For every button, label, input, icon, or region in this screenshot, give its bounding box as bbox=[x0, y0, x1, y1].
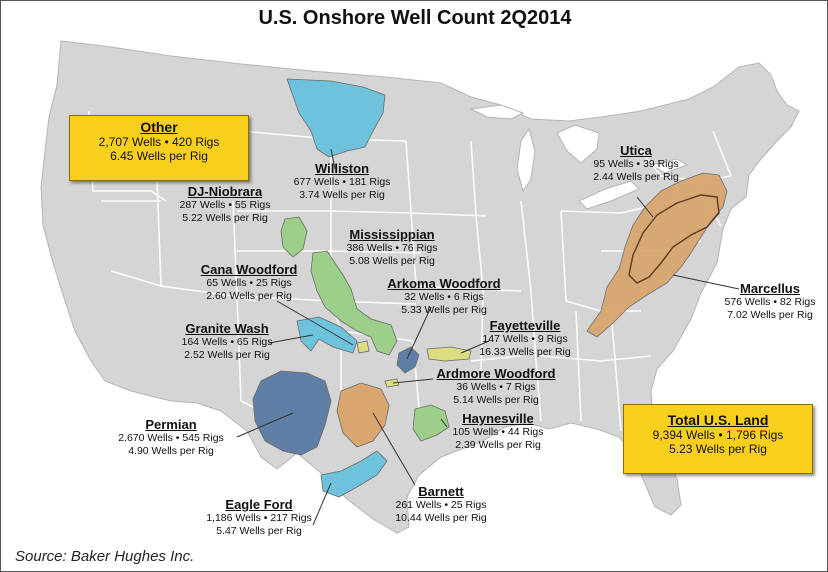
label-dj-niobrara: DJ-Niobrara 287 Wells • 55 Rigs 5.22 Wel… bbox=[165, 184, 285, 225]
label-williston: Williston 677 Wells • 181 Rigs 3.74 Well… bbox=[291, 161, 393, 202]
ardmore-woodford-wells-rigs: 36 Wells • 7 Rigs bbox=[456, 381, 536, 393]
leader-lines bbox=[236, 148, 740, 526]
granite-wash-basin bbox=[296, 316, 358, 354]
permian-wells-per-rig: 4.90 Wells per Rig bbox=[128, 445, 214, 457]
barnett-wells-per-rig: 10.44 Wells per Rig bbox=[395, 512, 487, 524]
fayetteville-wells-per-rig: 16.33 Wells per Rig bbox=[479, 346, 571, 358]
williston-wells-per-rig: 3.74 Wells per Rig bbox=[299, 189, 385, 201]
dj-niobrara-wells-rigs: 287 Wells • 55 Rigs bbox=[179, 199, 271, 211]
marcellus-name: Marcellus bbox=[740, 281, 800, 296]
haynesville-wells-per-rig: 2.39 Wells per Rig bbox=[455, 439, 541, 451]
label-fayetteville: Fayetteville 147 Wells • 9 Rigs 16.33 We… bbox=[473, 318, 577, 359]
label-haynesville: Haynesville 105 Wells • 44 Rigs 2.39 Wel… bbox=[445, 411, 551, 452]
fayetteville-wells-rigs: 147 Wells • 9 Rigs bbox=[482, 333, 568, 345]
ardmore-woodford-basin bbox=[384, 378, 400, 388]
map-title: U.S. Onshore Well Count 2Q2014 bbox=[258, 7, 572, 29]
permian-name: Permian bbox=[145, 417, 197, 432]
cana-woodford-wells-per-rig: 2.60 Wells per Rig bbox=[206, 290, 292, 302]
great-lakes bbox=[469, 104, 689, 210]
marcellus-outline bbox=[628, 194, 720, 284]
eagle-ford-wells-per-rig: 5.47 Wells per Rig bbox=[216, 525, 302, 537]
ardmore-woodford-wells-per-rig: 5.14 Wells per Rig bbox=[453, 394, 539, 406]
haynesville-wells-rigs: 105 Wells • 44 Rigs bbox=[452, 426, 544, 438]
haynesville-name: Haynesville bbox=[462, 411, 534, 426]
marcellus-wells-rigs: 576 Wells • 82 Rigs bbox=[724, 296, 816, 308]
fayetteville-basin bbox=[426, 346, 472, 362]
granite-wash-name: Granite Wash bbox=[185, 321, 269, 336]
marcellus-wells-per-rig: 7.02 Wells per Rig bbox=[727, 309, 813, 321]
mississippian-basin bbox=[310, 250, 398, 356]
eagle-ford-wells-rigs: 1,186 Wells • 217 Rigs bbox=[206, 512, 312, 524]
utica-name: Utica bbox=[620, 143, 652, 158]
other-wells-rigs: 2,707 Wells • 420 Rigs bbox=[98, 135, 220, 149]
total-summary-box: Total U.S. Land 9,394 Wells • 1,796 Rigs… bbox=[623, 404, 813, 474]
other-wells-per-rig: 6.45 Wells per Rig bbox=[110, 149, 208, 163]
basins bbox=[252, 78, 728, 498]
arkoma-woodford-basin bbox=[396, 346, 420, 374]
label-eagle-ford: Eagle Ford 1,186 Wells • 217 Rigs 5.47 W… bbox=[197, 497, 321, 538]
arkoma-woodford-name: Arkoma Woodford bbox=[387, 276, 501, 291]
barnett-basin bbox=[336, 382, 390, 448]
dj-niobrara-name: DJ-Niobrara bbox=[187, 184, 263, 199]
williston-wells-rigs: 677 Wells • 181 Rigs bbox=[293, 176, 391, 188]
granite-wash-wells-rigs: 164 Wells • 65 Rigs bbox=[181, 336, 273, 348]
arkoma-woodford-wells-rigs: 32 Wells • 6 Rigs bbox=[404, 291, 484, 303]
mississippian-wells-per-rig: 5.08 Wells per Rig bbox=[349, 255, 435, 267]
arkoma-woodford-wells-per-rig: 5.33 Wells per Rig bbox=[401, 304, 487, 316]
cana-woodford-wells-rigs: 65 Wells • 25 Rigs bbox=[206, 277, 292, 289]
label-cana-woodford: Cana Woodford 65 Wells • 25 Rigs 2.60 We… bbox=[193, 262, 305, 303]
utica-wells-per-rig: 2.44 Wells per Rig bbox=[593, 171, 679, 183]
label-arkoma-woodford: Arkoma Woodford 32 Wells • 6 Rigs 5.33 W… bbox=[381, 276, 507, 317]
permian-wells-rigs: 2.670 Wells • 545 Rigs bbox=[118, 432, 224, 444]
dj-niobrara-basin bbox=[280, 216, 308, 258]
utica-marcellus-basin bbox=[586, 172, 728, 338]
granite-wash-wells-per-rig: 2.52 Wells per Rig bbox=[184, 349, 270, 361]
fayetteville-name: Fayetteville bbox=[489, 318, 561, 333]
mississippian-name: Mississippian bbox=[349, 227, 435, 242]
barnett-name: Barnett bbox=[418, 484, 464, 499]
label-granite-wash: Granite Wash 164 Wells • 65 Rigs 2.52 We… bbox=[171, 321, 283, 362]
total-name: Total U.S. Land bbox=[667, 412, 769, 428]
eagle-ford-name: Eagle Ford bbox=[225, 497, 293, 512]
eagle-ford-basin bbox=[320, 450, 388, 498]
label-marcellus: Marcellus 576 Wells • 82 Rigs 7.02 Wells… bbox=[717, 281, 823, 322]
label-mississippian: Mississippian 386 Wells • 76 Rigs 5.08 W… bbox=[337, 227, 447, 268]
cana-woodford-basin bbox=[356, 340, 370, 354]
mississippian-wells-rigs: 386 Wells • 76 Rigs bbox=[346, 242, 438, 254]
label-permian: Permian 2.670 Wells • 545 Rigs 4.90 Well… bbox=[109, 417, 233, 458]
source-credit: Source: Baker Hughes Inc. bbox=[15, 548, 195, 565]
haynesville-basin bbox=[412, 404, 450, 442]
cana-woodford-name: Cana Woodford bbox=[200, 262, 298, 277]
label-ardmore-woodford: Ardmore Woodford 36 Wells • 7 Rigs 5.14 … bbox=[431, 366, 561, 407]
other-name: Other bbox=[140, 119, 178, 135]
dj-niobrara-wells-per-rig: 5.22 Wells per Rig bbox=[182, 212, 268, 224]
total-wells-rigs: 9,394 Wells • 1,796 Rigs bbox=[652, 428, 784, 442]
other-summary-box: Other 2,707 Wells • 420 Rigs 6.45 Wells … bbox=[69, 115, 249, 181]
ardmore-woodford-name: Ardmore Woodford bbox=[436, 366, 556, 381]
williston-name: Williston bbox=[314, 161, 370, 176]
label-utica: Utica 95 Wells • 39 Rigs 2.44 Wells per … bbox=[583, 143, 689, 184]
label-barnett: Barnett 261 Wells • 25 Rigs 10.44 Wells … bbox=[385, 484, 497, 525]
total-wells-per-rig: 5.23 Wells per Rig bbox=[669, 442, 767, 456]
utica-wells-rigs: 95 Wells • 39 Rigs bbox=[593, 158, 679, 170]
williston-basin bbox=[286, 78, 386, 158]
barnett-wells-rigs: 261 Wells • 25 Rigs bbox=[395, 499, 487, 511]
